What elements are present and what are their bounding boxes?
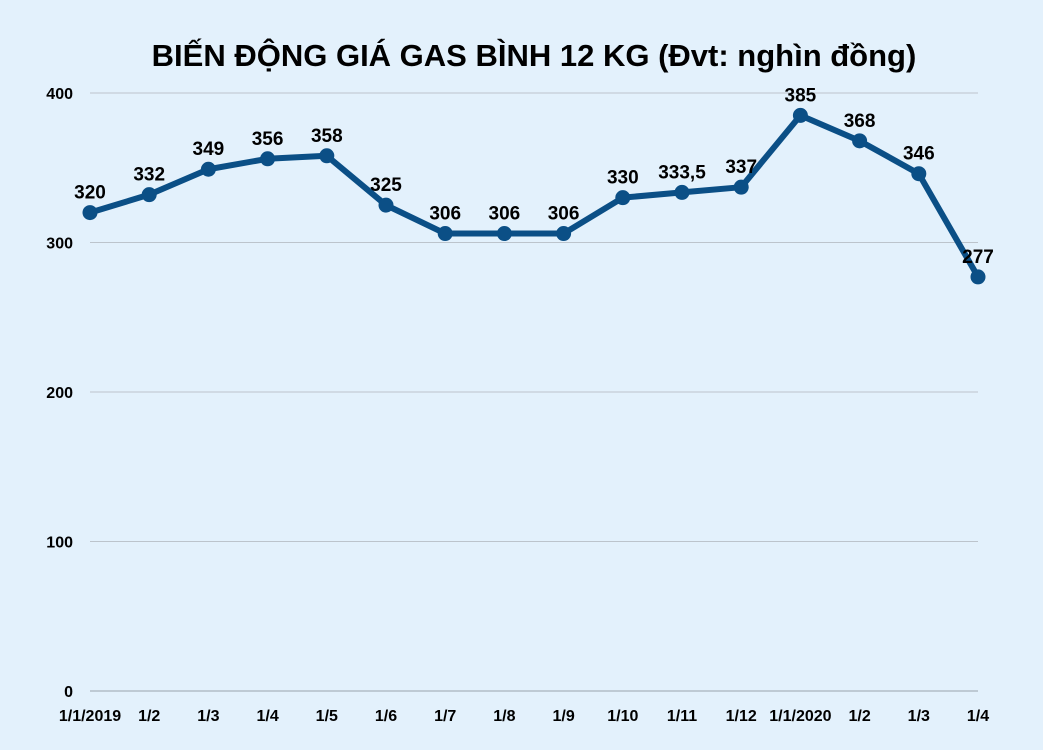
x-tick-label: 1/8 xyxy=(493,708,515,725)
x-tick-label: 1/1/2020 xyxy=(769,708,831,725)
data-label: 337 xyxy=(725,157,757,178)
gridlines xyxy=(90,92,978,692)
data-point xyxy=(200,161,216,177)
data-label: 330 xyxy=(607,168,639,189)
x-tick-label: 1/9 xyxy=(552,708,574,725)
y-axis-ticks: 0 100 200 300 400 xyxy=(46,86,73,701)
x-tick-label: 1/11 xyxy=(667,708,697,725)
x-tick-label: 1/10 xyxy=(607,708,638,725)
y-tick-label: 400 xyxy=(46,86,73,103)
x-tick-label: 1/2 xyxy=(848,708,870,725)
data-markers xyxy=(82,107,986,285)
data-point xyxy=(733,179,749,195)
x-tick-label: 1/4 xyxy=(967,708,989,725)
x-tick-label: 1/7 xyxy=(434,708,456,725)
y-tick-label: 100 xyxy=(46,535,73,552)
data-label: 325 xyxy=(370,175,402,196)
data-label: 277 xyxy=(962,247,994,268)
data-point xyxy=(852,133,868,149)
data-label: 385 xyxy=(785,85,817,106)
y-tick-label: 0 xyxy=(64,684,73,701)
x-tick-label: 1/3 xyxy=(908,708,930,725)
x-tick-label: 1/3 xyxy=(197,708,219,725)
data-point xyxy=(911,166,927,182)
x-tick-label: 1/5 xyxy=(316,708,338,725)
data-label: 356 xyxy=(252,129,284,150)
x-tick-label: 1/2 xyxy=(138,708,160,725)
data-label: 332 xyxy=(133,165,165,186)
data-point xyxy=(319,148,335,164)
data-label: 333,5 xyxy=(658,162,706,183)
chart-title: BIẾN ĐỘNG GIÁ GAS BÌNH 12 KG (Đvt: nghìn… xyxy=(152,37,917,73)
data-label: 368 xyxy=(844,111,876,132)
data-label: 349 xyxy=(193,139,225,160)
data-label: 346 xyxy=(903,144,935,165)
x-tick-label: 1/1/2019 xyxy=(59,708,121,725)
y-tick-label: 200 xyxy=(46,385,73,402)
data-point xyxy=(970,269,986,285)
data-label: 306 xyxy=(489,204,521,225)
data-label: 320 xyxy=(74,183,106,204)
series-line xyxy=(87,112,981,280)
data-label: 306 xyxy=(548,204,580,225)
data-labels: 320 332 349 356 358 325 306 306 306 330 333,5 337 38… xyxy=(74,85,994,267)
data-point xyxy=(378,197,394,213)
x-tick-label: 1/12 xyxy=(726,708,757,725)
x-tick-label: 1/4 xyxy=(256,708,278,725)
data-point xyxy=(615,190,631,206)
data-point xyxy=(792,107,808,123)
data-point xyxy=(82,205,98,221)
x-tick-label: 1/6 xyxy=(375,708,397,725)
data-point xyxy=(674,184,690,200)
data-point xyxy=(141,187,157,203)
x-axis-ticks: 1/1/2019 1/2 1/3 1/4 1/5 1/6 1/7 1/8 1/9 1/10 1/11… xyxy=(59,708,989,725)
data-point xyxy=(496,226,512,242)
data-point xyxy=(556,226,572,242)
y-tick-label: 300 xyxy=(46,236,73,253)
data-point xyxy=(260,151,276,167)
data-label: 358 xyxy=(311,126,343,147)
data-label: 306 xyxy=(429,204,461,225)
data-point xyxy=(437,226,453,242)
